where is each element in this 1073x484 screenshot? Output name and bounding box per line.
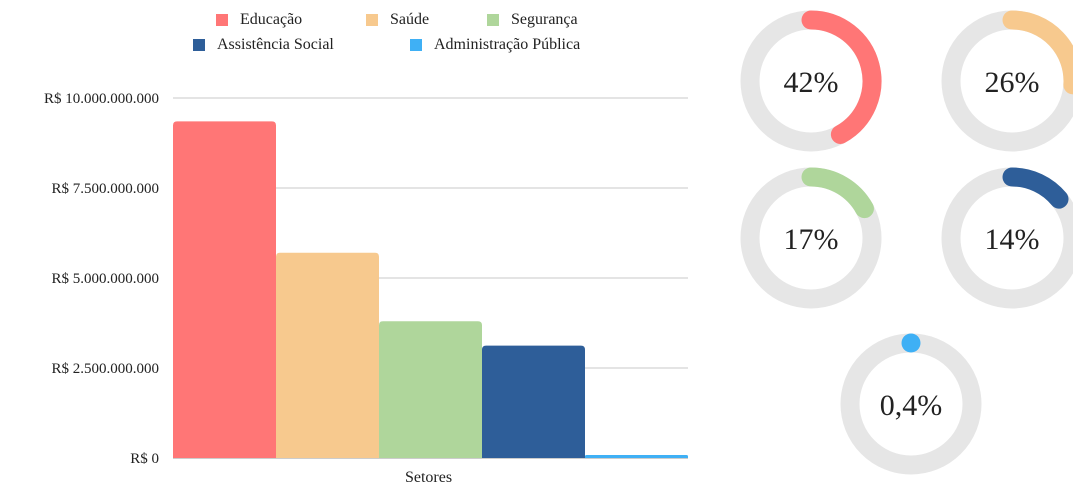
legend-label: Saúde xyxy=(390,11,429,28)
gauge-label: 42% xyxy=(784,66,839,99)
gauge-label: 0,4% xyxy=(880,389,943,422)
legend-swatch xyxy=(216,14,228,26)
gauge-arc xyxy=(901,333,921,353)
legend-label: Segurança xyxy=(511,11,578,28)
bar xyxy=(585,454,688,458)
legend-swatch xyxy=(487,14,499,26)
y-tick-label: R$ 0 xyxy=(130,451,159,467)
donut-gauges: 42% 26% 17% 14% 0,4% xyxy=(740,10,1073,475)
y-tick-label: R$ 5.000.000.000 xyxy=(51,271,159,287)
x-axis-label: Setores xyxy=(405,469,452,484)
bar xyxy=(379,321,482,458)
legend-swatch xyxy=(193,39,205,51)
gauge-arc xyxy=(1002,167,1069,209)
legend-label: Administração Pública xyxy=(434,36,580,53)
y-tick-label: R$ 7.500.000.000 xyxy=(51,181,159,197)
gauge-label: 14% xyxy=(985,223,1040,256)
gauge-label: 17% xyxy=(784,223,839,256)
legend-label: Educação xyxy=(240,11,302,28)
bar-chart: R$ 0 R$ 2.500.000.000 R$ 5.000.000.000 R$ 7… xyxy=(44,11,688,484)
gauge-label: 26% xyxy=(985,66,1040,99)
gauge-arc xyxy=(801,167,874,219)
bar xyxy=(482,345,585,458)
legend-swatch xyxy=(366,14,378,26)
y-tick-label: R$ 2.500.000.000 xyxy=(51,361,159,377)
bar xyxy=(173,121,276,459)
gauge-arc xyxy=(801,10,882,144)
legend-swatch xyxy=(410,39,422,51)
legend-label: Assistência Social xyxy=(217,36,334,53)
gauge-arc xyxy=(1002,10,1073,95)
y-tick-label: R$ 10.000.000.000 xyxy=(44,91,159,107)
bar xyxy=(276,252,379,458)
